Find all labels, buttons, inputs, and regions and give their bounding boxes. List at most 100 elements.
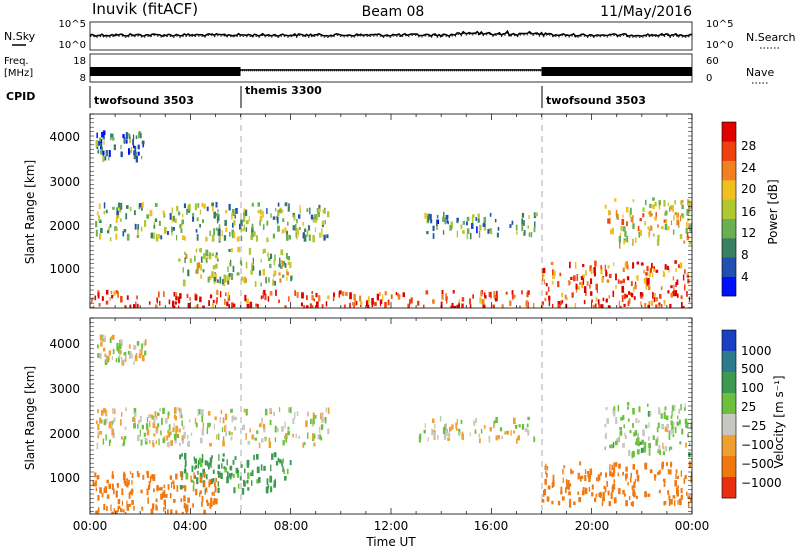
range-gate-cell xyxy=(193,456,196,461)
range-gate-cell xyxy=(295,433,297,439)
range-gate-cell xyxy=(120,296,123,303)
range-gate-cell xyxy=(211,491,214,496)
range-gate-cell xyxy=(239,476,242,481)
range-gate-cell xyxy=(194,305,197,308)
range-gate-cell xyxy=(112,420,114,425)
range-gate-cell xyxy=(273,273,275,278)
noise-search-line xyxy=(89,31,693,39)
range-gate-cell xyxy=(642,213,645,218)
range-gate-cell xyxy=(132,134,135,141)
xtick-5: 20:00 xyxy=(575,519,610,533)
range-gate-cell xyxy=(349,302,351,308)
range-gate-cell xyxy=(469,232,472,240)
range-gate-cell xyxy=(139,203,142,208)
range-gate-cell xyxy=(232,459,235,465)
range-gate-cell xyxy=(521,224,524,232)
range-gate-cell xyxy=(137,228,139,235)
range-gate-cell xyxy=(152,503,155,510)
range-gate-cell xyxy=(590,268,593,275)
range-gate-cell xyxy=(482,223,486,227)
range-gate-cell xyxy=(124,435,127,440)
range-gate-cell xyxy=(461,303,464,308)
range-gate-cell xyxy=(445,429,448,437)
range-gate-cell xyxy=(652,272,654,278)
range-gate-cell xyxy=(91,298,93,304)
cpid-panel: CPID twofsound 3503 themis 3300 twofsoun… xyxy=(6,84,646,108)
range-gate-cell xyxy=(235,467,239,474)
range-gate-cell xyxy=(172,427,175,433)
range-gate-cell xyxy=(622,278,625,283)
range-gate-cell xyxy=(636,449,640,455)
range-gate-cell xyxy=(133,407,137,415)
range-gate-cell xyxy=(167,413,170,419)
range-gate-cell xyxy=(182,485,186,489)
range-gate-cell xyxy=(112,483,114,490)
range-gate-cell xyxy=(179,442,181,447)
range-gate-cell xyxy=(211,271,214,278)
range-gate-cell xyxy=(162,491,165,498)
power-colorbar-swatch xyxy=(722,238,736,258)
range-gate-cell xyxy=(262,249,264,254)
range-gate-cell xyxy=(352,302,355,306)
range-gate-cell xyxy=(664,406,667,411)
range-gate-cell xyxy=(444,217,446,225)
range-gate-cell xyxy=(663,272,666,278)
range-gate-cell xyxy=(219,235,221,242)
range-gate-cell xyxy=(232,303,236,307)
range-gate-cell xyxy=(175,296,178,301)
range-gate-cell xyxy=(251,232,254,238)
range-gate-cell xyxy=(613,406,616,411)
range-gate-cell xyxy=(441,293,444,300)
range-gate-cell xyxy=(648,301,651,305)
range-gate-cell xyxy=(292,225,295,231)
range-gate-cell xyxy=(206,427,209,435)
range-gate-cell xyxy=(475,418,478,423)
range-gate-cell xyxy=(677,212,679,217)
range-gate-cell xyxy=(101,146,103,151)
range-gate-cell xyxy=(229,465,233,471)
range-gate-cell xyxy=(501,435,504,440)
range-gate-cell xyxy=(184,257,186,263)
range-gate-cell xyxy=(673,404,676,411)
range-gate-cell xyxy=(519,305,521,308)
range-gate-cell xyxy=(505,291,508,295)
range-gate-cell xyxy=(151,474,154,479)
range-gate-cell xyxy=(583,299,586,305)
range-gate-cell xyxy=(134,223,137,230)
range-gate-cell xyxy=(155,416,158,420)
range-gate-cell xyxy=(233,232,236,239)
range-gate-cell xyxy=(680,494,683,500)
range-gate-cell xyxy=(268,437,271,444)
range-gate-cell xyxy=(116,211,119,216)
range-gate-cell xyxy=(196,477,199,485)
range-gate-cell xyxy=(442,230,445,235)
range-gate-cell xyxy=(686,491,688,496)
range-gate-cell xyxy=(656,427,659,433)
range-gate-cell xyxy=(154,203,158,207)
range-gate-cell xyxy=(282,458,284,464)
power-cbar-tick-8: 8 xyxy=(741,248,749,262)
range-gate-cell xyxy=(533,226,536,233)
range-gate-cell xyxy=(98,203,101,209)
range-gate-cell xyxy=(483,425,486,429)
range-gate-cell xyxy=(585,270,587,276)
range-gate-cell xyxy=(687,433,689,438)
range-gate-cell xyxy=(103,347,106,352)
range-gate-cell xyxy=(587,474,590,478)
range-gate-cell xyxy=(461,431,464,436)
range-gate-cell xyxy=(102,130,106,135)
range-gate-cell xyxy=(216,213,219,217)
range-gate-cell xyxy=(523,229,526,236)
range-gate-cell xyxy=(655,297,658,302)
range-gate-cell xyxy=(270,486,272,493)
range-gate-cell xyxy=(379,299,383,304)
range-gate-cell xyxy=(111,428,114,436)
range-gate-cell xyxy=(649,411,652,416)
range-gate-cell xyxy=(257,202,260,207)
range-gate-cell xyxy=(573,501,576,505)
range-gate-cell xyxy=(221,463,223,469)
range-gate-cell xyxy=(268,277,270,283)
range-gate-cell xyxy=(278,407,281,413)
range-gate-cell xyxy=(228,273,231,277)
range-gate-cell xyxy=(106,506,108,511)
